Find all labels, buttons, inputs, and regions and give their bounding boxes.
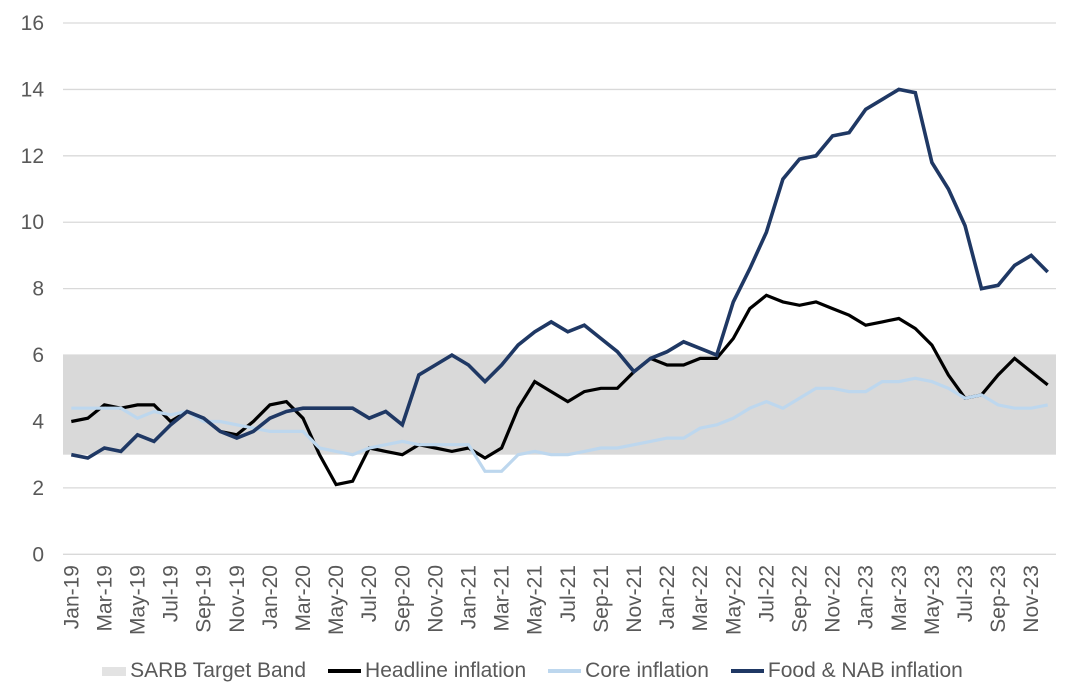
svg-text:May-19: May-19 — [126, 565, 149, 635]
plot-area: 0 2 4 6 8 10 12 14 16 Jan-19 Mar-19 May-19 Jul-19 Se… — [21, 12, 1056, 635]
legend-item-sarb-target-band: SARB Target Band — [102, 659, 306, 683]
svg-text:14: 14 — [21, 78, 45, 101]
svg-text:Jan-22: Jan-22 — [656, 565, 679, 629]
sarb-target-band — [63, 355, 1056, 455]
legend-label-headline-inflation: Headline inflation — [365, 659, 527, 682]
svg-text:Jul-20: Jul-20 — [358, 565, 381, 622]
svg-text:Nov-23: Nov-23 — [1020, 565, 1043, 633]
svg-text:8: 8 — [32, 278, 44, 301]
svg-text:Nov-19: Nov-19 — [226, 565, 249, 633]
svg-text:6: 6 — [32, 344, 44, 367]
svg-text:May-20: May-20 — [325, 565, 348, 635]
svg-text:Jul-23: Jul-23 — [954, 565, 977, 622]
headline-line-swatch-icon — [328, 669, 362, 673]
gridlines — [63, 22, 1056, 555]
svg-text:Nov-22: Nov-22 — [822, 565, 845, 633]
svg-text:10: 10 — [21, 211, 44, 234]
y-axis-labels: 0 2 4 6 8 10 12 14 16 — [21, 12, 45, 566]
svg-text:Sep-20: Sep-20 — [391, 565, 414, 633]
legend-item-headline-inflation: Headline inflation — [328, 659, 526, 683]
svg-text:Sep-19: Sep-19 — [193, 565, 216, 633]
svg-text:Mar-19: Mar-19 — [93, 565, 116, 632]
svg-text:Sep-21: Sep-21 — [590, 565, 613, 633]
svg-text:Jan-20: Jan-20 — [259, 565, 282, 629]
legend-item-food-nab-inflation: Food & NAB inflation — [730, 659, 963, 683]
svg-text:Jul-19: Jul-19 — [160, 565, 183, 622]
svg-text:2: 2 — [32, 477, 44, 500]
svg-text:Jan-21: Jan-21 — [457, 565, 480, 629]
core-line-swatch-icon — [548, 669, 582, 673]
target-band-swatch-icon — [102, 666, 127, 676]
legend-label-sarb-target-band: SARB Target Band — [130, 659, 307, 682]
legend-item-core-inflation: Core inflation — [548, 659, 709, 683]
svg-text:Mar-23: Mar-23 — [888, 565, 911, 632]
svg-text:Jul-22: Jul-22 — [755, 565, 778, 622]
svg-text:0: 0 — [32, 543, 44, 566]
svg-text:Jan-23: Jan-23 — [855, 565, 878, 629]
svg-text:May-23: May-23 — [921, 565, 944, 635]
svg-text:Sep-23: Sep-23 — [987, 565, 1010, 633]
food-nab-line-swatch-icon — [730, 669, 764, 673]
svg-text:12: 12 — [21, 145, 44, 168]
legend-label-food-nab-inflation: Food & NAB inflation — [767, 659, 963, 682]
svg-text:Nov-20: Nov-20 — [424, 565, 447, 633]
svg-text:Jul-21: Jul-21 — [557, 565, 580, 622]
svg-text:Mar-22: Mar-22 — [689, 565, 712, 632]
svg-text:Mar-20: Mar-20 — [292, 565, 315, 632]
legend: SARB Target Band Headline inflation Core… — [0, 651, 1065, 691]
svg-text:Mar-21: Mar-21 — [491, 565, 514, 632]
svg-text:May-22: May-22 — [722, 565, 745, 635]
svg-text:May-21: May-21 — [524, 565, 547, 635]
svg-text:Nov-21: Nov-21 — [623, 565, 646, 633]
svg-text:4: 4 — [32, 410, 44, 433]
legend-label-core-inflation: Core inflation — [585, 659, 709, 682]
svg-text:Jan-19: Jan-19 — [60, 565, 83, 629]
series-lines — [70, 87, 1049, 487]
svg-text:Sep-22: Sep-22 — [788, 565, 811, 633]
svg-text:16: 16 — [21, 12, 44, 35]
x-axis-labels: Jan-19 Mar-19 May-19 Jul-19 Sep-19 Nov-19 Jan-… — [60, 565, 1043, 635]
